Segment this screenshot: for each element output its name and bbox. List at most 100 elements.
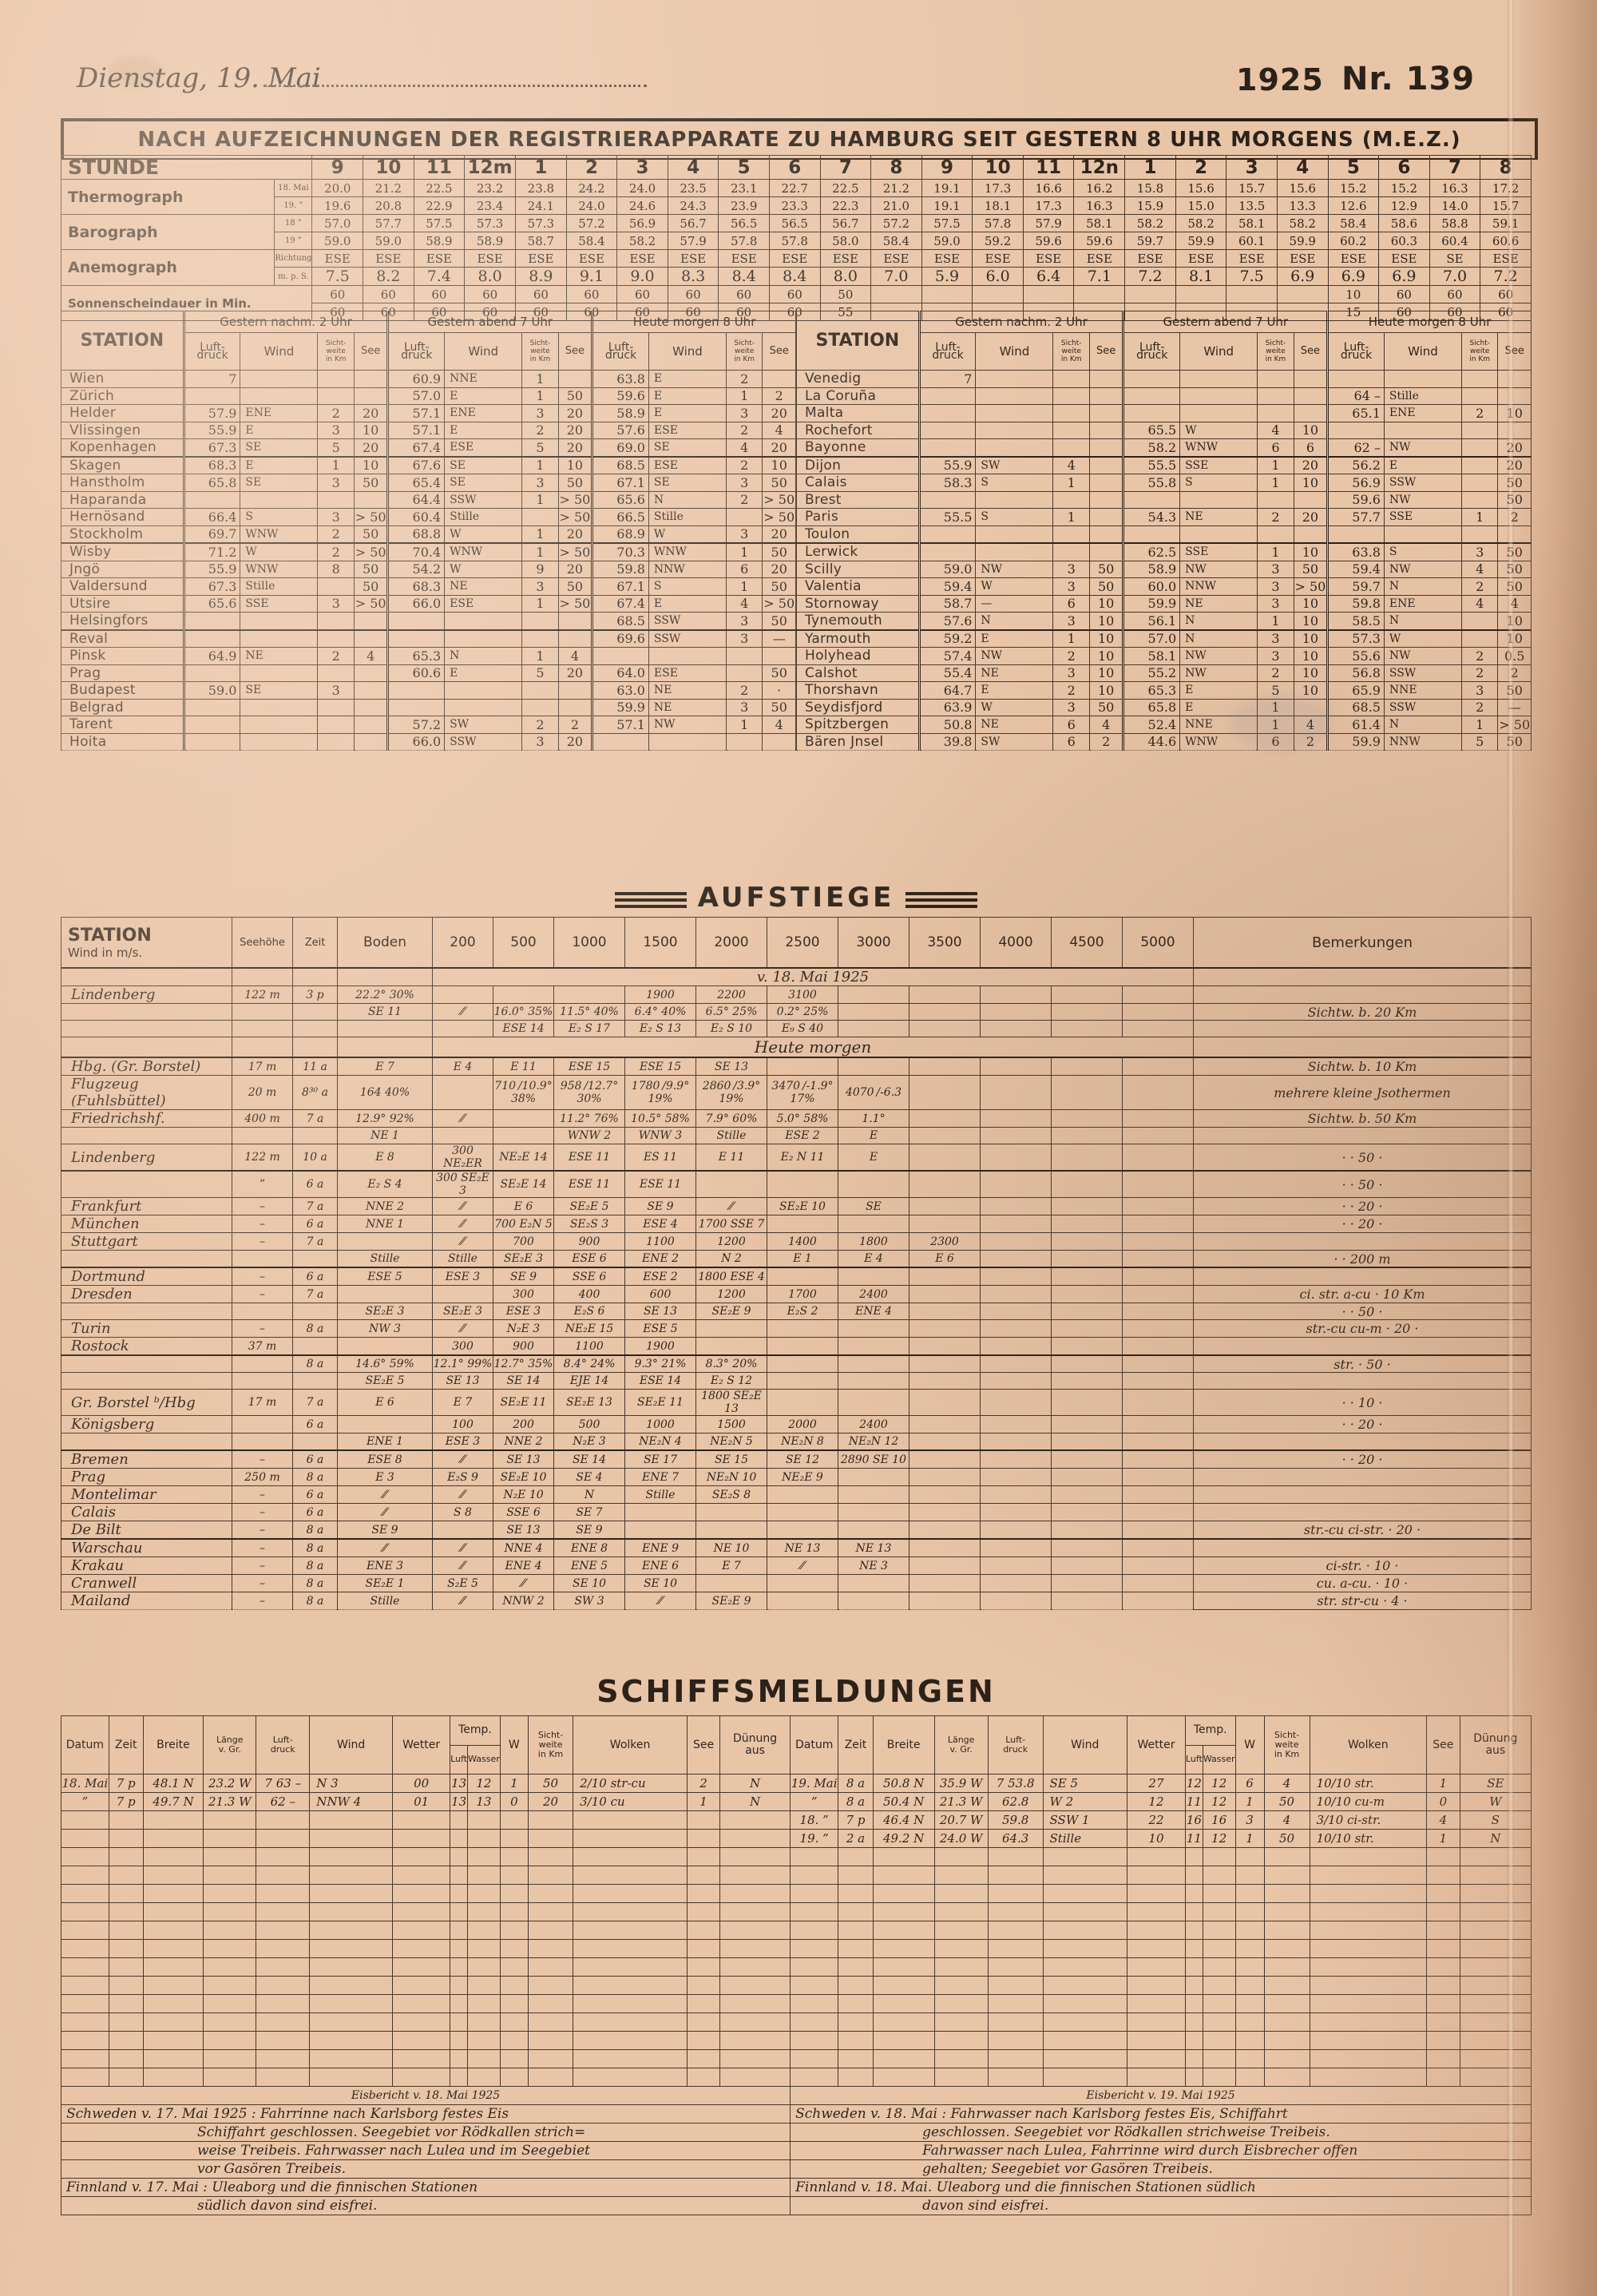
station-cell: 59.8 (591, 560, 649, 578)
thermo-18-13: 17.3 (972, 179, 1024, 197)
aufstiege-boden (337, 1337, 433, 1356)
station-cell: 55.9 (182, 421, 241, 439)
station-cell: 63.8 (1326, 542, 1385, 561)
station-cell: 6 (1293, 438, 1329, 457)
station-cell: 1 (1052, 508, 1090, 526)
ship-cell (108, 1902, 144, 1921)
ship-cell (1309, 1884, 1428, 1903)
anemo-dir-11: ESE (870, 249, 922, 268)
baro-18-20: 58.4 (1327, 214, 1380, 232)
ship-cell: 3/10 cu (573, 1792, 688, 1811)
ship-cell (309, 1810, 394, 1830)
aufstiege-level-cell (1122, 1250, 1194, 1268)
ship-cell (1202, 2012, 1236, 2032)
station-cell: 10 (1088, 594, 1124, 613)
station-cell (353, 681, 389, 700)
station-cell: N (1383, 612, 1462, 630)
ship-cell: W (1459, 1792, 1532, 1811)
aufstiege-station-name: Dortmund (61, 1267, 232, 1286)
ship-cell (1234, 1921, 1265, 1940)
ship-cell: 1 (687, 1792, 721, 1811)
station-cell: E (1179, 681, 1258, 700)
aufstiege-boden: E 6 (337, 1389, 433, 1416)
ship-cell (203, 1829, 257, 1848)
ship-cell (309, 2049, 394, 2068)
aufstiege-seehoehe: – (232, 1538, 293, 1557)
station-cell (444, 681, 523, 700)
station-cell: 65.8 (1122, 698, 1181, 716)
station-cell: 56.8 (1326, 664, 1385, 682)
ship-cell (499, 1957, 529, 1977)
station-cell: 20 (762, 560, 796, 578)
station-cell: 50 (557, 577, 593, 596)
station-cell: 9 (521, 560, 559, 578)
aufstiege-level-cell (909, 1556, 981, 1575)
aufstiege-level-cell: NNE 4 (493, 1538, 554, 1557)
aufstiege-level-cell (1051, 1503, 1123, 1521)
baro-19-2: 58.9 (413, 232, 466, 250)
station-cell: Stille (1383, 387, 1462, 405)
anemo-dir-2: ESE (413, 249, 466, 268)
station-cell: 68.5 (591, 455, 649, 474)
ship-cell (1263, 1994, 1310, 2013)
station-cell: 3 (1052, 612, 1090, 630)
baro-18-18: 58.1 (1226, 214, 1278, 232)
ship-cell (790, 1976, 839, 1995)
ship-cell (1459, 1847, 1532, 1866)
ship-header-datum-L: Datum (61, 1715, 109, 1775)
anemo-dir-4: ESE (515, 249, 567, 268)
aufstiege-level-cell: ⁄⁄ (432, 1215, 493, 1233)
ship-cell (987, 1847, 1044, 1866)
station-name: Lerwick (796, 542, 920, 561)
station-cell (725, 647, 763, 665)
ship-cell (573, 2012, 688, 2032)
thermo-18-12: 19.1 (921, 179, 973, 197)
ship-cell (61, 1847, 109, 1866)
aufstiege-level-cell: ⁄⁄ (432, 1319, 493, 1338)
ship-cell: 10/10 str. (1309, 1829, 1428, 1848)
ship-cell (256, 1866, 311, 1885)
aufstiege-station-name: Montelimar (61, 1485, 232, 1504)
aufstiege-level-cell: SE₂E 3 (432, 1303, 493, 1320)
thermograph-label: Thermograph (60, 179, 275, 215)
station-cell (1460, 474, 1499, 492)
aufstiege-level-cell (1122, 1075, 1194, 1110)
aufstiege-boden: SE 11 (337, 1003, 433, 1021)
station-cell (762, 647, 796, 665)
station-cell: 59.8 (1326, 594, 1385, 613)
station-cell: 10 (1088, 681, 1124, 700)
station-cell: 1 (521, 370, 559, 388)
subheader-sicht-1: Sicht-weite in Km (1257, 332, 1294, 371)
aufstiege-bemerkung (1193, 1337, 1532, 1356)
aufstiege-level-cell: ⁄⁄ (767, 1556, 838, 1575)
ship-header-luft-R: Luft (1184, 1744, 1203, 1775)
baro-19-15: 59.6 (1073, 232, 1126, 250)
station-cell: 2 (1460, 698, 1499, 716)
station-cell: 4 (1497, 594, 1532, 613)
date-rule (264, 85, 647, 87)
aufstiege-level-cell: SE 13 (432, 1372, 493, 1390)
aufstiege-level-cell (695, 1337, 767, 1356)
aufstiege-level-cell (980, 1372, 1052, 1390)
station-cell (1179, 404, 1258, 422)
station-cell: 3 (1257, 594, 1294, 613)
ship-cell (987, 1957, 1044, 1977)
ship-cell (203, 2068, 257, 2087)
aufstiege-station-name: Hbg. (Gr. Borstel) (61, 1057, 232, 1076)
station-cell: 1 (1257, 612, 1294, 630)
aufstiege-level-cell: 1700 SSE 7 (695, 1215, 767, 1233)
station-cell (1052, 490, 1090, 509)
aufstiege-level-cell (1051, 1449, 1123, 1469)
band-pad (337, 1037, 433, 1058)
ship-cell (872, 1902, 935, 1921)
station-cell: Stille (648, 508, 727, 526)
thermo-18-0: 20.0 (311, 179, 364, 197)
aufstiege-level-cell: ESE 5 (624, 1319, 696, 1338)
ship-cell (838, 1884, 874, 1903)
station-cell (240, 490, 319, 509)
station-cell: 68.3 (386, 577, 446, 596)
station-cell: E (240, 421, 319, 439)
aufstiege-level-cell: NNW 2 (493, 1592, 554, 1610)
station-cell: 2 (1460, 664, 1499, 682)
ship-cell (1042, 1866, 1127, 1885)
